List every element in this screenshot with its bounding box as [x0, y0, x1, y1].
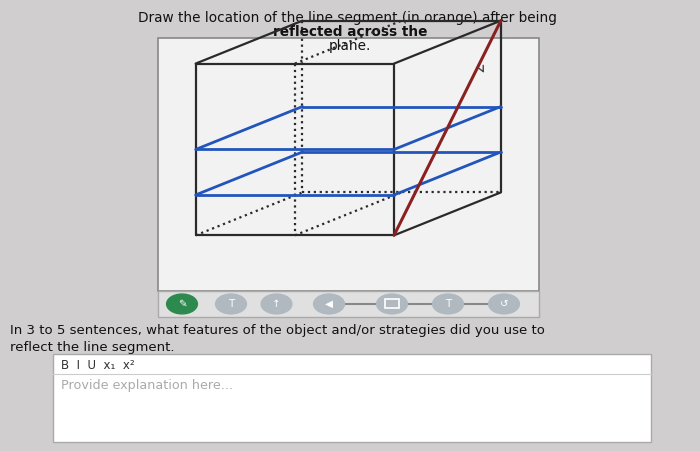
Text: B  I  U  x₁  x²: B I U x₁ x² [61, 359, 134, 372]
Text: In 3 to 5 sentences, what features of the object and/or strategies did you use t: In 3 to 5 sentences, what features of th… [10, 324, 545, 354]
Circle shape [261, 294, 292, 314]
Circle shape [314, 294, 344, 314]
Text: plane.: plane. [329, 39, 371, 53]
Text: reflected across the: reflected across the [273, 25, 427, 39]
Text: Provide explanation here...: Provide explanation here... [61, 379, 233, 392]
Text: Draw the location of the line segment (in orange) after being: Draw the location of the line segment (i… [139, 11, 561, 25]
Circle shape [377, 294, 407, 314]
Text: ◀: ◀ [325, 299, 333, 309]
Bar [158, 38, 539, 291]
Circle shape [216, 294, 246, 314]
Bar [385, 299, 399, 308]
Text: T: T [445, 299, 451, 309]
Bar [52, 354, 651, 442]
Circle shape [167, 294, 197, 314]
Text: ✎: ✎ [178, 299, 186, 309]
Bar [158, 291, 539, 317]
Text: T: T [228, 299, 234, 309]
Text: ↺: ↺ [500, 299, 508, 309]
Text: ↑: ↑ [272, 299, 281, 309]
Circle shape [433, 294, 463, 314]
Circle shape [489, 294, 519, 314]
